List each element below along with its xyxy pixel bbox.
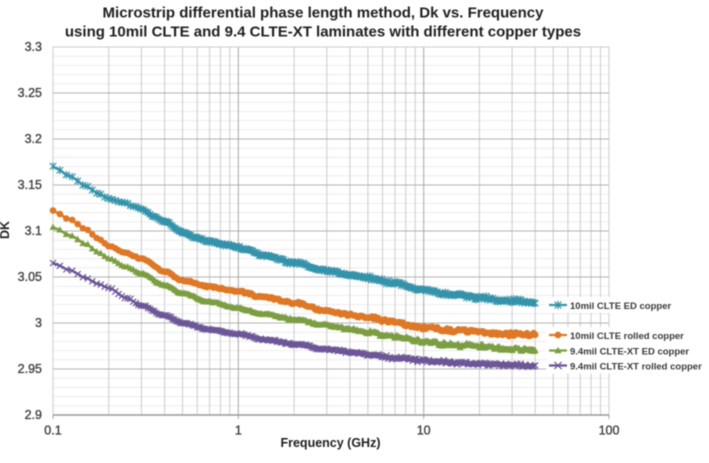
svg-text:3: 3 (35, 316, 42, 330)
svg-text:Microstrip differential phase: Microstrip differential phase length met… (103, 5, 545, 22)
svg-text:1: 1 (235, 424, 242, 438)
svg-text:using 10mil CLTE and 9.4 CLTE-: using 10mil CLTE and 9.4 CLTE-XT laminat… (65, 24, 581, 41)
svg-text:10mil CLTE rolled copper: 10mil CLTE rolled copper (570, 331, 684, 342)
svg-text:2.9: 2.9 (25, 408, 42, 422)
svg-text:3.1: 3.1 (25, 224, 42, 238)
svg-text:3.05: 3.05 (18, 270, 42, 284)
svg-text:9.4mil CLTE-XT ED copper: 9.4mil CLTE-XT ED copper (570, 346, 689, 357)
svg-text:0.1: 0.1 (44, 424, 61, 438)
svg-text:9.4mil CLTE-XT rolled copper: 9.4mil CLTE-XT rolled copper (570, 361, 702, 372)
svg-text:2.95: 2.95 (18, 362, 42, 376)
svg-text:3.3: 3.3 (25, 40, 42, 54)
svg-text:3.15: 3.15 (18, 178, 42, 192)
svg-text:3.25: 3.25 (18, 86, 42, 100)
svg-text:10: 10 (417, 424, 431, 438)
svg-text:DK: DK (0, 221, 12, 239)
svg-text:100: 100 (599, 424, 620, 438)
svg-text:10mil CLTE ED copper: 10mil CLTE ED copper (570, 301, 671, 312)
svg-text:Frequency (GHz): Frequency (GHz) (280, 436, 380, 450)
svg-text:3.2: 3.2 (25, 132, 42, 146)
